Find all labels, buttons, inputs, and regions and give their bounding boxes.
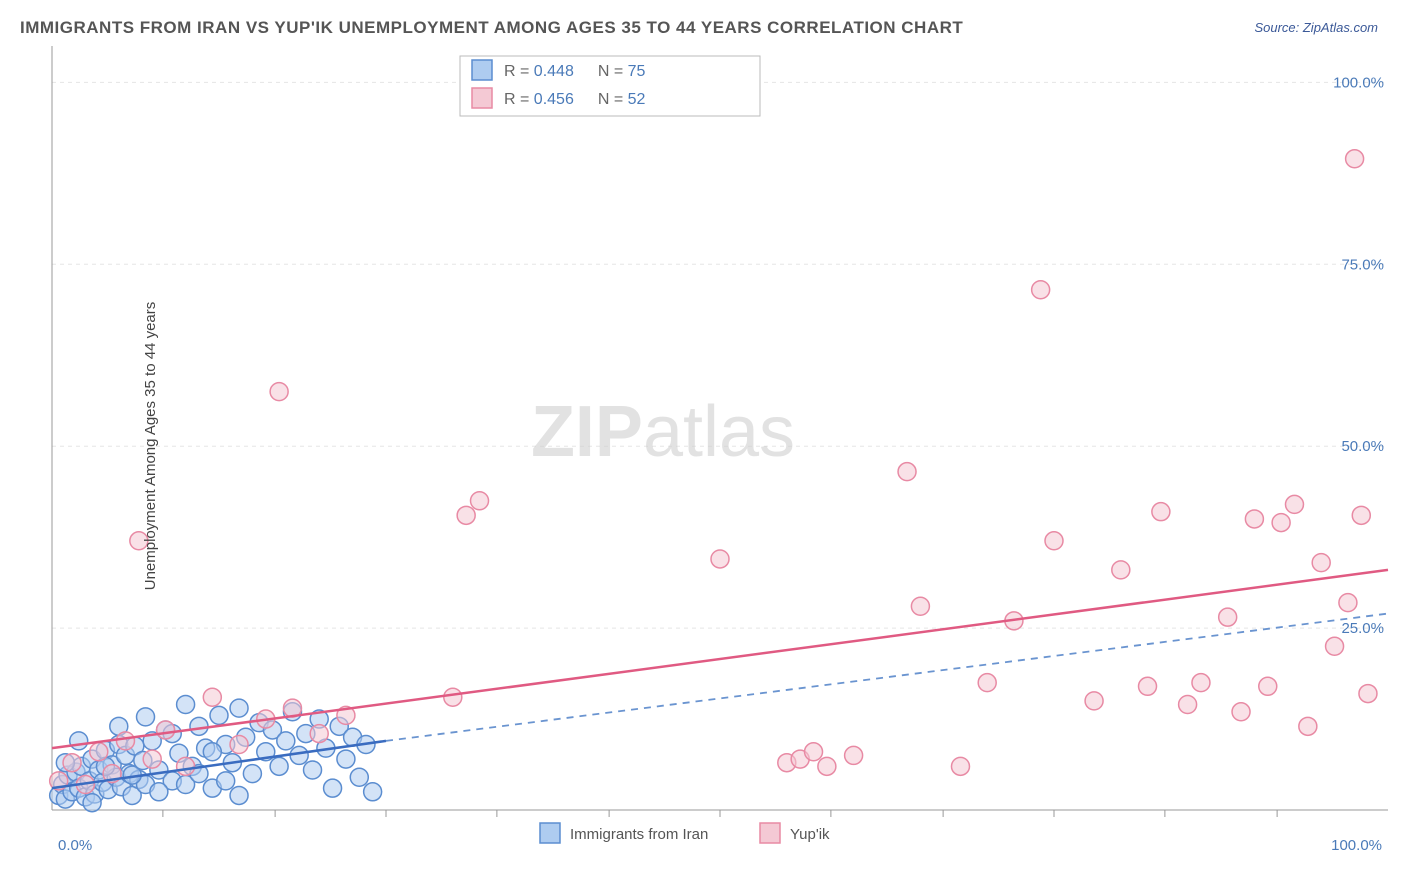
scatter-point <box>911 597 929 615</box>
y-tick-label: 75.0% <box>1341 256 1384 273</box>
chart-plot: 25.0%50.0%75.0%100.0%0.0%100.0%ZIPatlasR… <box>0 0 1406 892</box>
scatter-point <box>1152 503 1170 521</box>
scatter-point <box>978 674 996 692</box>
scatter-point <box>203 688 221 706</box>
scatter-point <box>324 779 342 797</box>
scatter-point <box>137 708 155 726</box>
scatter-point <box>1285 495 1303 513</box>
scatter-point <box>898 463 916 481</box>
scatter-point <box>83 794 101 812</box>
scatter-point <box>1219 608 1237 626</box>
trend-line-iran-dashed <box>386 614 1388 741</box>
scatter-point <box>711 550 729 568</box>
scatter-point <box>190 717 208 735</box>
scatter-point <box>63 754 81 772</box>
scatter-point <box>1245 510 1263 528</box>
scatter-point <box>364 783 382 801</box>
scatter-point <box>150 783 168 801</box>
scatter-point <box>210 706 228 724</box>
scatter-point <box>1352 506 1370 524</box>
bottom-legend-label: Immigrants from Iran <box>570 826 708 843</box>
scatter-point <box>70 732 88 750</box>
scatter-point <box>1032 281 1050 299</box>
scatter-point <box>243 765 261 783</box>
scatter-point <box>270 757 288 775</box>
bottom-legend-label: Yup'ik <box>790 826 830 843</box>
scatter-point <box>230 736 248 754</box>
source-link[interactable]: Source: ZipAtlas.com <box>1254 20 1378 35</box>
legend-swatch <box>472 88 492 108</box>
scatter-point <box>277 732 295 750</box>
scatter-point <box>230 786 248 804</box>
y-tick-label: 25.0% <box>1341 620 1384 637</box>
scatter-point <box>270 383 288 401</box>
scatter-point <box>1045 532 1063 550</box>
scatter-point <box>1139 677 1157 695</box>
scatter-point <box>304 761 322 779</box>
scatter-point <box>116 732 134 750</box>
bottom-legend-swatch <box>760 823 780 843</box>
scatter-point <box>845 746 863 764</box>
scatter-point <box>177 695 195 713</box>
watermark: ZIPatlas <box>531 392 795 472</box>
bottom-legend-swatch <box>540 823 560 843</box>
scatter-point <box>310 725 328 743</box>
scatter-point <box>230 699 248 717</box>
scatter-point <box>177 757 195 775</box>
scatter-point <box>1346 150 1364 168</box>
scatter-point <box>1339 594 1357 612</box>
x-tick-label: 0.0% <box>58 837 92 854</box>
scatter-point <box>143 750 161 768</box>
scatter-point <box>444 688 462 706</box>
scatter-point <box>1359 685 1377 703</box>
scatter-point <box>1312 554 1330 572</box>
scatter-point <box>337 750 355 768</box>
scatter-point <box>157 721 175 739</box>
scatter-point <box>1259 677 1277 695</box>
scatter-point <box>217 772 235 790</box>
scatter-point <box>1085 692 1103 710</box>
trend-line-yupik <box>52 570 1388 748</box>
chart-title: IMMIGRANTS FROM IRAN VS YUP'IK UNEMPLOYM… <box>20 18 963 38</box>
scatter-point <box>1272 514 1290 532</box>
scatter-point <box>457 506 475 524</box>
scatter-point <box>350 768 368 786</box>
scatter-point <box>1326 637 1344 655</box>
scatter-point <box>1299 717 1317 735</box>
scatter-point <box>951 757 969 775</box>
scatter-point <box>818 757 836 775</box>
y-tick-label: 50.0% <box>1341 438 1384 455</box>
legend-swatch <box>472 60 492 80</box>
scatter-point <box>471 492 489 510</box>
scatter-point <box>90 743 108 761</box>
y-axis-label: Unemployment Among Ages 35 to 44 years <box>142 302 159 591</box>
x-tick-label: 100.0% <box>1331 837 1382 854</box>
scatter-point <box>1192 674 1210 692</box>
scatter-point <box>805 743 823 761</box>
scatter-point <box>1179 695 1197 713</box>
correlation-chart: IMMIGRANTS FROM IRAN VS YUP'IK UNEMPLOYM… <box>0 0 1406 892</box>
y-tick-label: 100.0% <box>1333 74 1384 91</box>
scatter-point <box>1112 561 1130 579</box>
scatter-point <box>203 743 221 761</box>
scatter-point <box>290 746 308 764</box>
scatter-point <box>1232 703 1250 721</box>
